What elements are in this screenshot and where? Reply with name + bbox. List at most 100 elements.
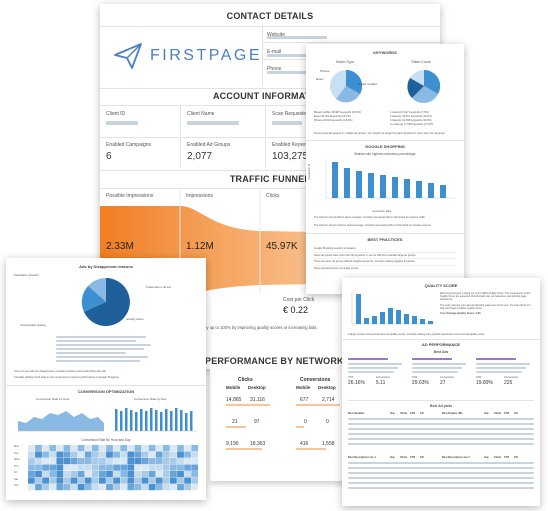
- heatmap-cell: [106, 484, 113, 491]
- col-header: Clicks: [400, 456, 408, 459]
- heatmap-cell: [77, 464, 85, 471]
- bar: [130, 410, 133, 431]
- heatmap-cell: [56, 464, 64, 471]
- heatmap-cell: [99, 458, 106, 465]
- best-ad-ctr: 26.16%: [348, 380, 365, 386]
- heatmap-cell: [70, 445, 78, 452]
- conv-desktop-value: 0: [326, 419, 329, 425]
- table-row: [348, 443, 534, 445]
- col-header: Best Display URL: [442, 412, 463, 415]
- bar: [356, 294, 361, 324]
- clicks-desktop-value: 31,116: [250, 397, 265, 403]
- quality-paragraph: Each keyword gets a rating out of 10 cal…: [440, 292, 531, 302]
- heatmap-cell: [42, 458, 49, 465]
- heatmap-cell: [141, 451, 149, 458]
- heatmap-cell: [35, 445, 42, 452]
- google-shopping-title: GOOGLE SHOPPING: [365, 144, 405, 149]
- heatmap-cell: [155, 484, 163, 491]
- disapproval-title: Ads by Disapproval reasons: [79, 264, 133, 269]
- scan-requested-label: Scan Requested: [272, 111, 309, 117]
- heatmap-cell: [170, 451, 177, 458]
- network-table: Clicks Conversions Mobile Desktop Mobile…: [210, 369, 350, 481]
- logo-text: FIRSTPAGE: [150, 47, 262, 64]
- heatmap-cell: [127, 451, 135, 458]
- heatmap-cell: [120, 464, 128, 471]
- heatmap-cell: [99, 484, 106, 491]
- best-ad-conversions: 225: [504, 380, 513, 386]
- network-row: 9,190 18,363 416 1,558: [210, 441, 350, 461]
- heatmap-cell: [28, 477, 35, 484]
- keywords-card: KEYWORDS Match Type Token Count Phrase E…: [306, 44, 464, 294]
- heatmap-cell: [127, 471, 135, 478]
- paper-plane-icon: [114, 43, 142, 69]
- heatmap-cell: [120, 471, 128, 478]
- col-header: CR: [514, 412, 518, 415]
- bar: [364, 318, 369, 324]
- heatmap-cell: [148, 477, 156, 484]
- conv-bar: [296, 448, 326, 450]
- col-header: Imp.: [484, 412, 490, 415]
- conv-hour-area-chart: [18, 411, 104, 432]
- enabled-ad-groups-value: 2,077: [187, 151, 213, 162]
- shopping-note: The brand in best performs above average…: [314, 216, 426, 219]
- heatmap-cell: [42, 471, 49, 478]
- bar: [170, 411, 173, 431]
- conversions-label: Conversions: [504, 376, 518, 379]
- heatmap-cell: [191, 451, 199, 458]
- heatmap-cell: [49, 464, 57, 471]
- pie-label-exact: Exact: [316, 77, 324, 81]
- heatmap-cell: [56, 484, 64, 491]
- heatmap-cell: [106, 458, 113, 465]
- disapproval-pie: [81, 278, 130, 326]
- heatmap-cell: [177, 451, 184, 458]
- heatmap-cell: [42, 464, 49, 471]
- heatmap-cell: [70, 477, 78, 484]
- firstpage-logo: FIRSTPAGE: [114, 41, 274, 71]
- heatmap-cell: [134, 484, 142, 491]
- table-row: [348, 438, 534, 440]
- heatmap-cell: [162, 458, 170, 465]
- col-header: Clicks: [400, 412, 408, 415]
- conversion-optimization-title: CONVERSION OPTIMIZATION: [77, 389, 135, 394]
- heatmap-cell: [99, 445, 106, 452]
- heatmap-cell: [170, 471, 177, 478]
- table-row: [348, 462, 534, 464]
- heatmap-cell: [84, 477, 92, 484]
- heatmap-cell: [177, 464, 184, 471]
- heatmap-cell: [141, 445, 149, 452]
- heatmap-cell: [91, 445, 99, 452]
- col-header: Clicks: [494, 456, 502, 459]
- heatmap-day-labels: Mon Tue Wed Thu Fri Sat Sun: [14, 445, 28, 491]
- clicks-desktop-value: 97: [254, 419, 260, 425]
- ctr-label: CTR: [476, 376, 482, 379]
- heatmap-cell: [28, 451, 35, 458]
- legend-item: 3 token(s) 34,008 keywords (32.9%): [390, 119, 432, 122]
- conv-hour-title: Conversion Rate by Hour: [36, 397, 70, 401]
- match-type-title: Match Type: [336, 60, 355, 64]
- heatmap-cell: [56, 458, 64, 465]
- heatmap-cell: [49, 484, 57, 491]
- shopping-note: The brand in lowest performs below avera…: [314, 224, 432, 227]
- conversion-heatmap: [28, 445, 199, 491]
- bar: [380, 175, 386, 198]
- contact-label-phone: Phone: [267, 66, 282, 72]
- traffic-funnel-title: TRAFFIC FUNNEL: [229, 174, 311, 184]
- heatmap-cell: [35, 458, 42, 465]
- heatmap-cell: [28, 445, 35, 452]
- heatmap-cell: [35, 471, 42, 478]
- best-ad-parts-title: Best Ad parts: [430, 404, 452, 408]
- heatmap-cell: [155, 477, 163, 484]
- heatmap-cell: [91, 477, 99, 484]
- bar: [120, 411, 123, 431]
- bar: [344, 168, 350, 198]
- heatmap-cell: [63, 477, 71, 484]
- heatmap-cell: [148, 451, 156, 458]
- bar: [396, 310, 401, 324]
- bar: [420, 319, 425, 324]
- heatmap-cell: [91, 484, 99, 491]
- funnel-value-possible-impressions: 2.33M: [106, 241, 134, 252]
- heatmap-cell: [84, 458, 92, 465]
- clicks-desktop-value: 18,363: [250, 441, 266, 447]
- heatmap-cell: [177, 471, 184, 478]
- pie-label: Unacceptable spacing: [20, 324, 46, 327]
